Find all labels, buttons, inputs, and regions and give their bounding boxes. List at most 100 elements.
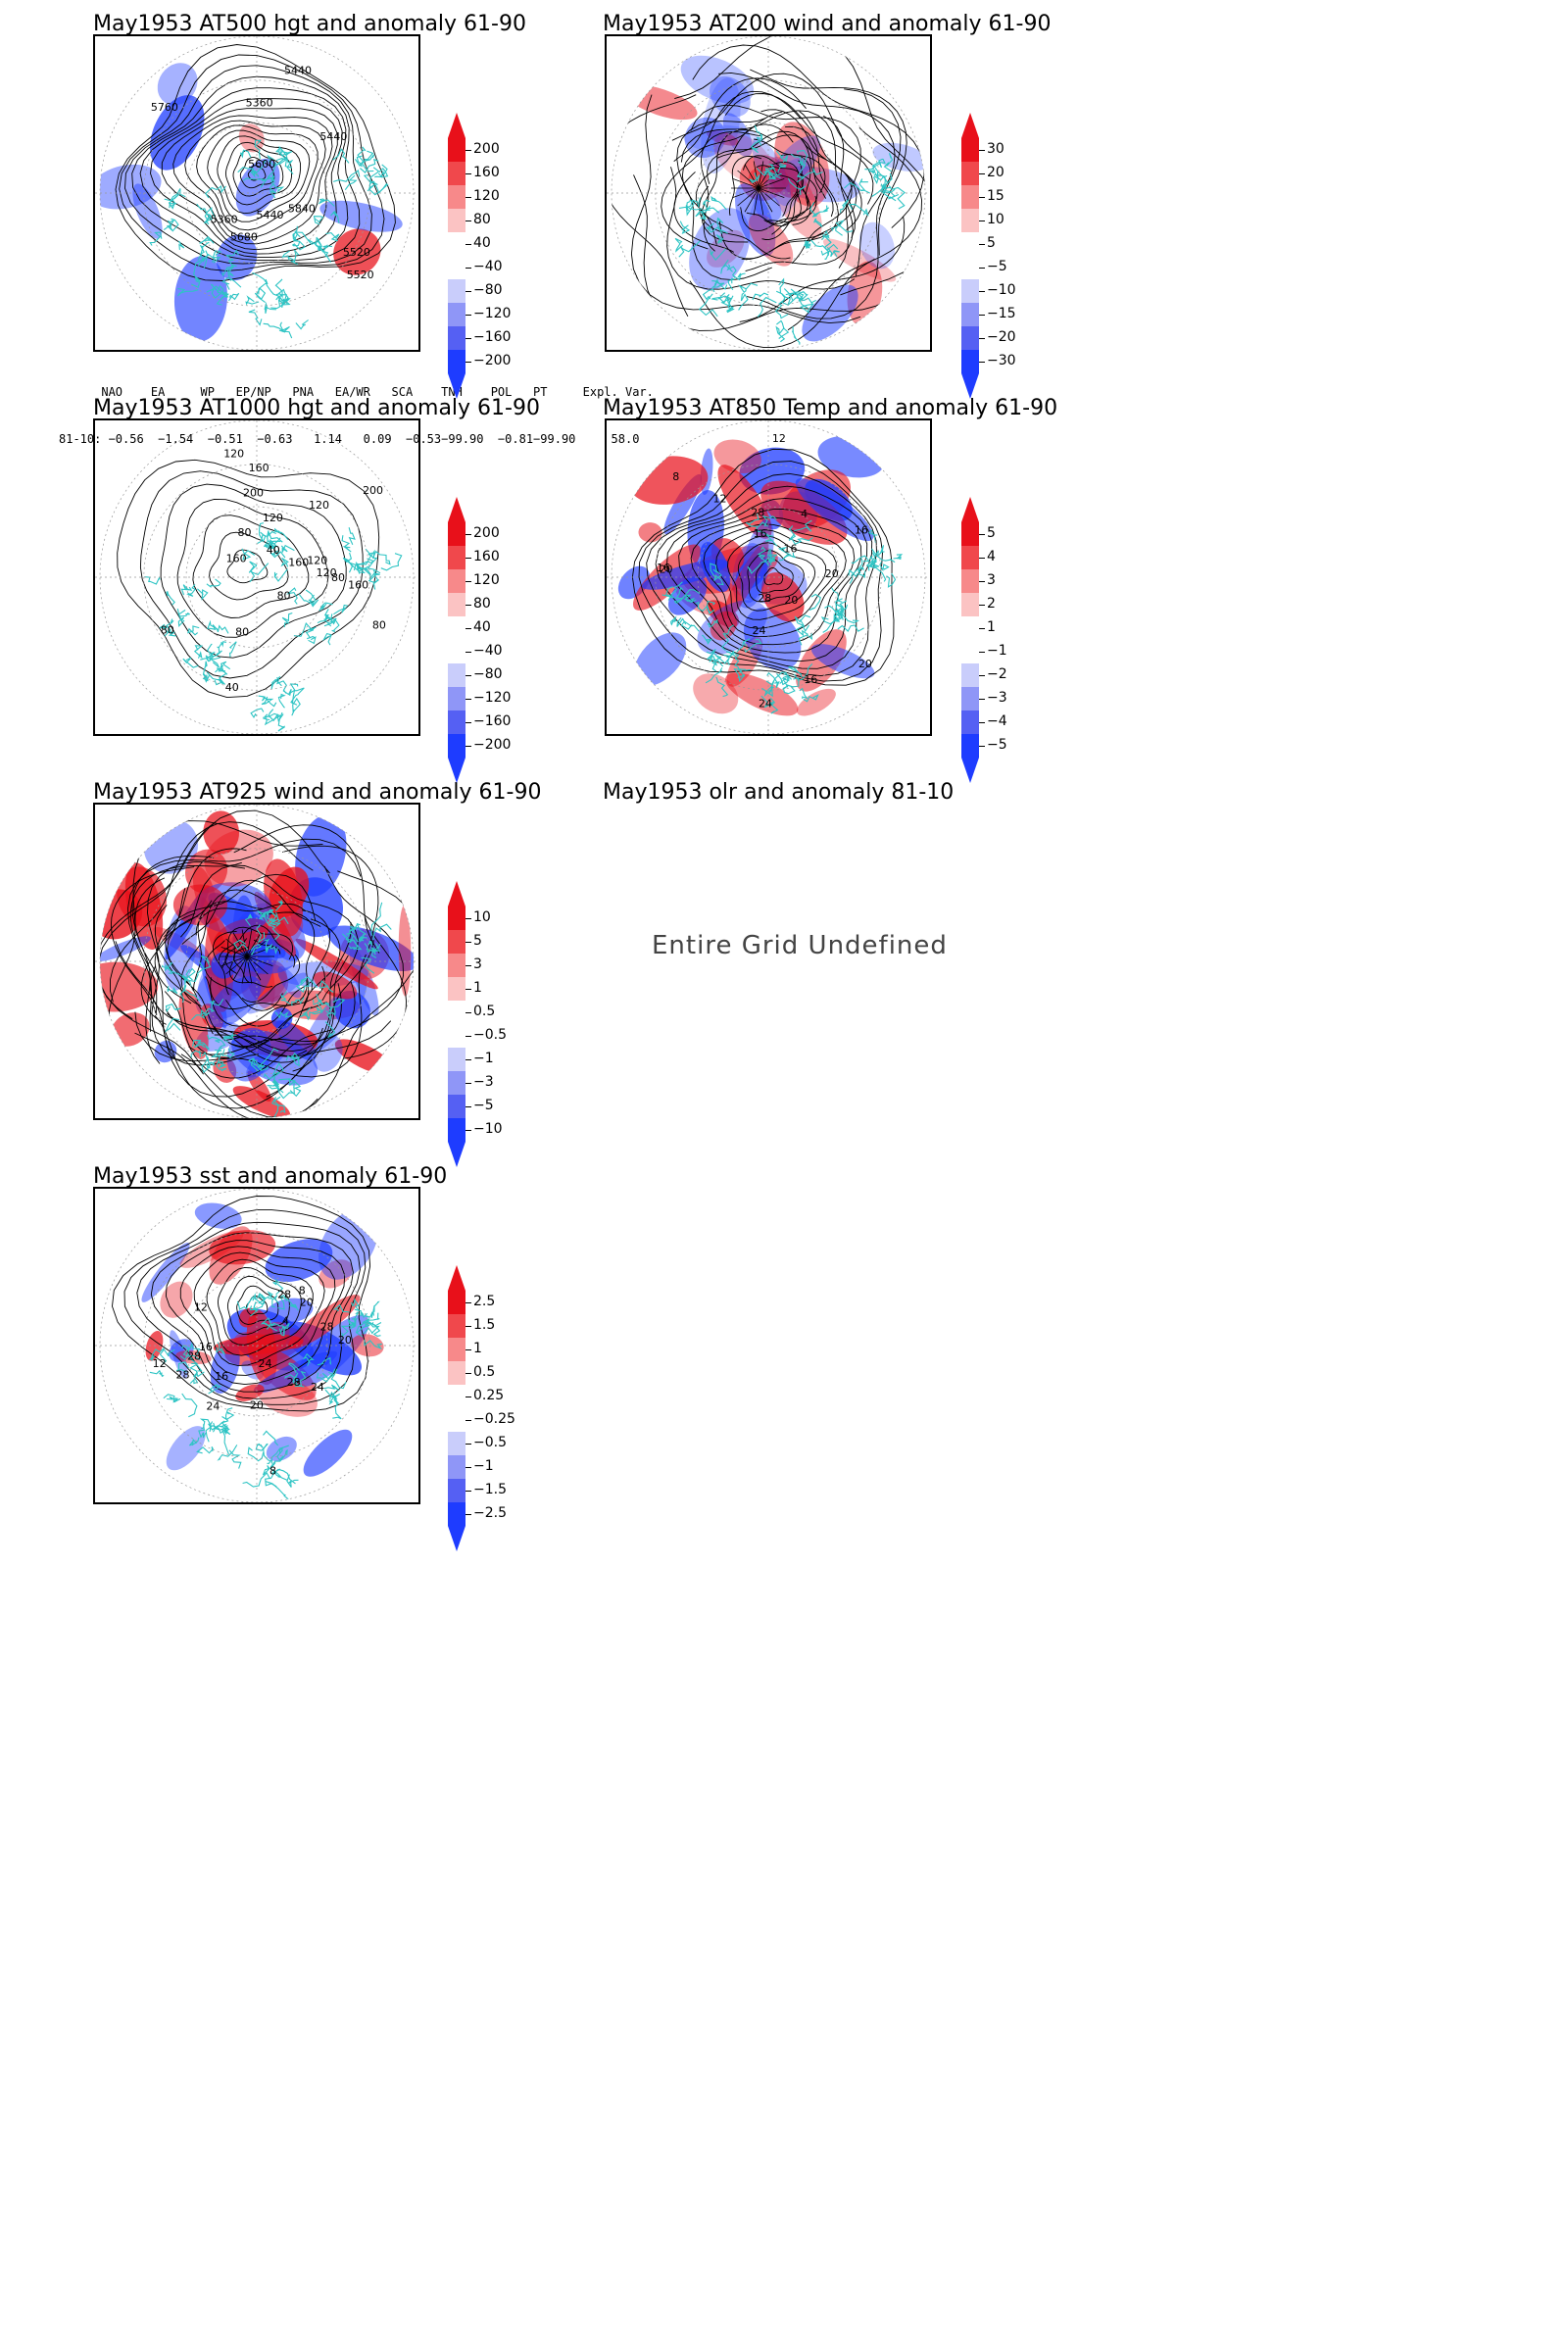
coastline bbox=[295, 319, 309, 330]
anomaly-shading bbox=[749, 158, 810, 231]
contour-label: 120 bbox=[223, 447, 244, 460]
colorbar-tick bbox=[466, 338, 471, 339]
coastline bbox=[871, 158, 886, 169]
anomaly-shading bbox=[333, 228, 381, 275]
streamline bbox=[246, 929, 253, 957]
coastline bbox=[733, 668, 746, 682]
anomaly-shading bbox=[277, 965, 302, 999]
streamline bbox=[270, 918, 341, 1042]
contour-line bbox=[638, 461, 883, 682]
colorbar-label: 0.5 bbox=[473, 1004, 496, 1019]
coastline bbox=[166, 591, 175, 606]
streamline bbox=[232, 932, 248, 957]
contour-label: 5520 bbox=[343, 246, 370, 259]
contour-line bbox=[184, 120, 326, 238]
contour-label: 40 bbox=[225, 681, 239, 694]
streamline bbox=[154, 905, 270, 1058]
colorbar-swatch bbox=[961, 546, 979, 569]
anomaly-shading bbox=[288, 1295, 361, 1349]
coastline bbox=[289, 683, 299, 704]
coastline bbox=[263, 712, 281, 721]
coastline bbox=[267, 154, 277, 168]
colorbar-swatch bbox=[448, 687, 466, 710]
coastline bbox=[713, 570, 724, 586]
colorbar-label: −20 bbox=[987, 329, 1016, 345]
anomaly-shading bbox=[303, 1429, 353, 1477]
colorbar-swatch bbox=[448, 326, 466, 350]
anomaly-shading bbox=[752, 137, 792, 207]
coastline bbox=[358, 933, 365, 942]
polar-map-500hgt: 5360 5440 5520 5440 5360 5440 5520 5600 5680 5760… bbox=[95, 36, 418, 350]
coastline bbox=[710, 278, 725, 288]
streamline bbox=[246, 956, 273, 966]
polar-map-200wind bbox=[607, 36, 930, 350]
coastline bbox=[813, 205, 830, 218]
coastline bbox=[271, 1469, 288, 1481]
coastline bbox=[686, 199, 695, 217]
coastline bbox=[794, 614, 810, 627]
contour-line bbox=[245, 1296, 269, 1316]
coastline bbox=[768, 172, 781, 180]
colorbar-tick bbox=[466, 675, 471, 676]
streamline bbox=[760, 109, 858, 242]
coastline bbox=[308, 635, 317, 645]
coastline bbox=[794, 519, 812, 532]
coastline bbox=[716, 217, 728, 234]
polar-map-1000hgt: 1201602008040120160200120801201608080160… bbox=[95, 420, 418, 734]
coastline bbox=[291, 997, 305, 1006]
contour-line bbox=[193, 1251, 325, 1367]
coastline bbox=[277, 146, 293, 156]
map-panel-sst: 28 28 24 20 16 12 8 4 28 24 20 16 12 8 28 24 20 28 bbox=[93, 1187, 420, 1504]
coastline bbox=[228, 292, 240, 302]
coastline bbox=[324, 1021, 336, 1039]
coastline bbox=[848, 203, 869, 217]
contour-label: 24 bbox=[206, 1399, 220, 1412]
colorbar-tick bbox=[466, 746, 471, 747]
coastline bbox=[196, 1446, 214, 1454]
colorbar-label: −160 bbox=[473, 713, 512, 729]
streamline bbox=[241, 954, 301, 1003]
colorbar-label: −120 bbox=[473, 306, 512, 321]
colorbar-tick bbox=[466, 315, 471, 316]
contour-label: 20 bbox=[858, 658, 872, 670]
coastline bbox=[752, 292, 769, 301]
contour-line bbox=[123, 1209, 367, 1405]
streamline bbox=[758, 187, 764, 216]
coastline bbox=[714, 655, 730, 664]
streamline bbox=[214, 955, 349, 1057]
colorbar-swatch bbox=[448, 710, 466, 734]
coastline bbox=[332, 169, 361, 182]
coastline bbox=[249, 563, 270, 583]
coastline bbox=[203, 253, 217, 269]
colorbar-tick bbox=[466, 220, 471, 221]
coastline bbox=[707, 618, 718, 628]
contour-line bbox=[715, 529, 837, 629]
streamline bbox=[718, 72, 896, 276]
coastline bbox=[233, 939, 249, 951]
coastline bbox=[199, 236, 215, 244]
colorbar-swatch bbox=[961, 209, 979, 232]
coastline bbox=[205, 184, 226, 199]
colorbar-tick bbox=[466, 722, 471, 723]
colorbar-tick bbox=[466, 291, 471, 292]
coastline bbox=[164, 618, 174, 637]
coastline bbox=[292, 232, 301, 243]
indices-values: 81-10: −0.56 −1.54 −0.51 −0.63 1.14 0.09… bbox=[59, 432, 640, 446]
coastline bbox=[201, 1055, 211, 1074]
contour-label: 28 bbox=[751, 507, 764, 519]
colorbar-label: −2 bbox=[987, 666, 1007, 682]
contour-line bbox=[226, 549, 269, 584]
streamline bbox=[246, 932, 262, 957]
coastline bbox=[851, 555, 870, 564]
anomaly-shading bbox=[111, 1012, 150, 1047]
coastline bbox=[257, 910, 273, 925]
colorbar-tick bbox=[466, 362, 471, 363]
contour-line bbox=[206, 1258, 314, 1356]
colorbar-swatch bbox=[448, 350, 466, 373]
coastline bbox=[733, 272, 746, 281]
streamline bbox=[225, 980, 314, 1027]
coastline bbox=[332, 1399, 342, 1420]
streamline bbox=[692, 44, 925, 228]
coastline bbox=[777, 547, 792, 559]
streamline bbox=[110, 866, 195, 1014]
